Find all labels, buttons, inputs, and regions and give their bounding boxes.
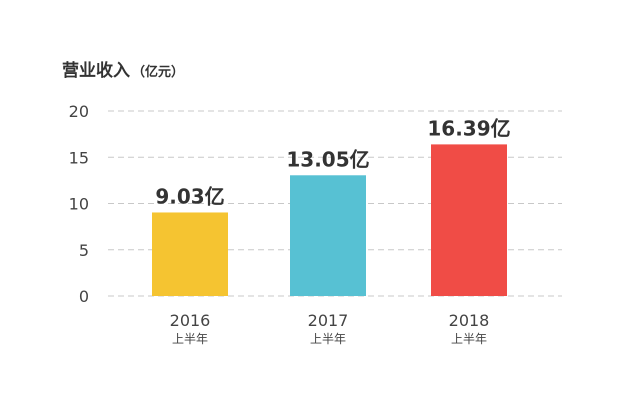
y-tick-label: 15 — [69, 148, 89, 167]
bar — [290, 175, 366, 296]
data-label: 13.05亿 — [286, 147, 369, 171]
x-tick-label: 2018 — [449, 311, 490, 330]
data-label: 9.03亿 — [155, 184, 224, 208]
chart-title-row: 营业收入 （亿元） — [62, 56, 184, 81]
x-tick-sublabel: 上半年 — [310, 332, 346, 346]
y-tick-label: 0 — [79, 287, 89, 306]
data-label: 16.39亿 — [427, 116, 510, 140]
x-tick-label: 2017 — [308, 311, 349, 330]
y-tick-label: 5 — [79, 241, 89, 260]
x-tick-sublabel: 上半年 — [451, 332, 487, 346]
x-tick-label: 2016 — [170, 311, 211, 330]
chart-title: 营业收入 — [62, 61, 130, 81]
y-tick-label: 10 — [69, 195, 89, 214]
bar — [152, 212, 228, 296]
chart-unit: （亿元） — [132, 65, 185, 80]
y-tick-label: 20 — [69, 102, 89, 121]
bar — [431, 144, 507, 296]
x-tick-sublabel: 上半年 — [172, 332, 208, 346]
